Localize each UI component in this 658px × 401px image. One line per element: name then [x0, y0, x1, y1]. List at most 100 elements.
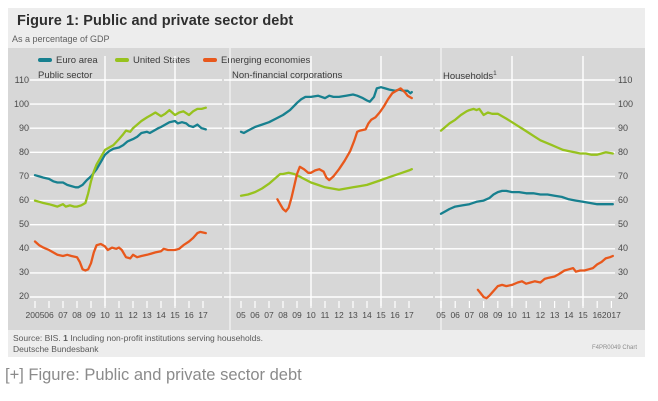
y-tick-label: 60: [18, 195, 29, 206]
x-tick-label: 15: [376, 310, 386, 320]
x-tick-label: 12: [128, 310, 138, 320]
x-tick-label: 09: [292, 310, 302, 320]
x-tick-label: 12: [535, 310, 546, 320]
x-tick-label: 07: [264, 310, 274, 320]
x-tick-label: 14: [564, 310, 574, 320]
x-tick-label: 11: [521, 310, 531, 320]
y-tick-label: 80: [618, 146, 629, 157]
y-tick-label: 40: [18, 243, 29, 254]
series-line-united-states: [239, 168, 413, 197]
x-tick-label: 2005: [25, 310, 45, 320]
x-tick-label: 17: [404, 310, 414, 320]
figure-source-band: Source: BIS. 1 Including non-profit inst…: [8, 330, 645, 357]
x-tick-label: 2017: [601, 310, 621, 320]
x-tick-label: 09: [493, 310, 503, 320]
chart-code-label: F4PR0049 Chart: [591, 345, 637, 351]
x-tick-label: 06: [44, 310, 54, 320]
x-tick-label: 15: [578, 310, 588, 320]
series-line-euro-area: [239, 86, 413, 135]
x-tick-label: 10: [306, 310, 316, 320]
figure-header: Figure 1: Public and private sector debt…: [8, 8, 645, 48]
y-tick-label: 40: [618, 243, 629, 254]
x-tick-label: 16: [390, 310, 400, 320]
x-tick-label: 12: [334, 310, 344, 320]
x-tick-label: 07: [58, 310, 68, 320]
legend-label: United States: [133, 54, 191, 66]
x-tick-label: 13: [142, 310, 152, 320]
y-tick-label: 110: [618, 74, 633, 85]
y-tick-label: 80: [18, 146, 29, 157]
panel-separator: [229, 48, 231, 330]
legend-label: Emerging economies: [221, 54, 311, 66]
footnote-superscript: 1: [493, 70, 497, 77]
panel-title-households: Households1: [443, 70, 497, 83]
y-tick-label: 20: [618, 291, 629, 302]
y-tick-label: 30: [18, 267, 29, 278]
legend-item-united-states: United States: [115, 54, 190, 66]
y-tick-label: 60: [618, 195, 629, 206]
panel-title-public-sector: Public sector: [38, 70, 93, 81]
x-tick-label: 16: [184, 310, 194, 320]
series-line-united-states: [439, 107, 614, 156]
x-tick-label: 16: [592, 310, 602, 320]
x-tick-label: 11: [320, 310, 330, 320]
series-line-emerging-economies: [476, 254, 614, 300]
x-tick-label: 08: [72, 310, 82, 320]
x-tick-label: 07: [464, 310, 475, 320]
x-tick-label: 14: [156, 310, 166, 320]
x-tick-label: 05: [436, 310, 446, 320]
series-line-emerging-economies: [276, 87, 413, 213]
y-tick-label: 20: [18, 291, 29, 302]
panel-public-sector: [30, 56, 222, 308]
figure-block: Figure 1: Public and private sector debt…: [8, 8, 645, 357]
x-tick-label: 10: [507, 310, 517, 320]
legend-swatch-euro-area-icon: [38, 58, 52, 62]
footnote-marker: 1: [63, 333, 68, 343]
y-tick-label: 70: [18, 170, 29, 181]
x-tick-label: 08: [278, 310, 288, 320]
y-tick-label: 90: [618, 122, 629, 133]
panel-separator: [440, 48, 442, 330]
footnote-text: Including non-profit institutions servin…: [70, 333, 263, 343]
x-tick-label: 06: [250, 310, 260, 320]
series-line-euro-area: [439, 189, 614, 215]
x-tick-label: 08: [478, 310, 489, 320]
figure-caption-link[interactable]: [+] Figure: Public and private sector de…: [5, 366, 302, 384]
legend-swatch-united-states-icon: [115, 58, 129, 62]
y-tick-label: 90: [18, 122, 29, 133]
series-line-euro-area: [33, 119, 207, 189]
legend-item-euro-area: Euro area: [38, 54, 98, 66]
figure-subtitle: As a percentage of GDP: [12, 34, 110, 44]
panel-title-non-financial-corporations: Non-financial corporations: [232, 70, 343, 81]
series-line-united-states: [33, 106, 207, 208]
y-tick-label: 30: [618, 267, 629, 278]
y-tick-label: 110: [14, 74, 29, 85]
series-line-emerging-economies: [33, 230, 207, 272]
x-tick-label: 14: [362, 310, 372, 320]
x-tick-label: 15: [170, 310, 180, 320]
legend-label: Euro area: [56, 54, 98, 66]
y-tick-label: 50: [618, 219, 629, 230]
panel-households: [435, 56, 615, 308]
x-tick-label: 17: [198, 310, 208, 320]
source-line: Source: BIS. 1 Including non-profit inst…: [13, 333, 263, 343]
publisher-label: Deutsche Bundesbank: [13, 344, 99, 354]
figure-title: Figure 1: Public and private sector debt: [17, 13, 294, 29]
y-tick-label: 50: [18, 219, 29, 230]
y-tick-label: 100: [618, 98, 634, 109]
legend-swatch-emerging-economies-icon: [203, 58, 217, 62]
legend-item-emerging-economies: Emerging economies: [203, 54, 310, 66]
x-tick-label: 06: [450, 310, 460, 320]
source-text: Source: BIS.: [13, 333, 61, 343]
x-tick-label: 05: [236, 310, 246, 320]
y-tick-label: 100: [13, 98, 29, 109]
x-tick-label: 13: [348, 310, 358, 320]
y-tick-label: 70: [618, 170, 629, 181]
x-tick-label: 13: [549, 310, 560, 320]
chart-area: Euro area United States Emerging economies…: [8, 48, 645, 330]
x-tick-label: 09: [86, 310, 96, 320]
panel-non-financial-corporations: [224, 56, 433, 308]
x-tick-label: 10: [100, 310, 110, 320]
x-tick-label: 11: [114, 310, 124, 320]
